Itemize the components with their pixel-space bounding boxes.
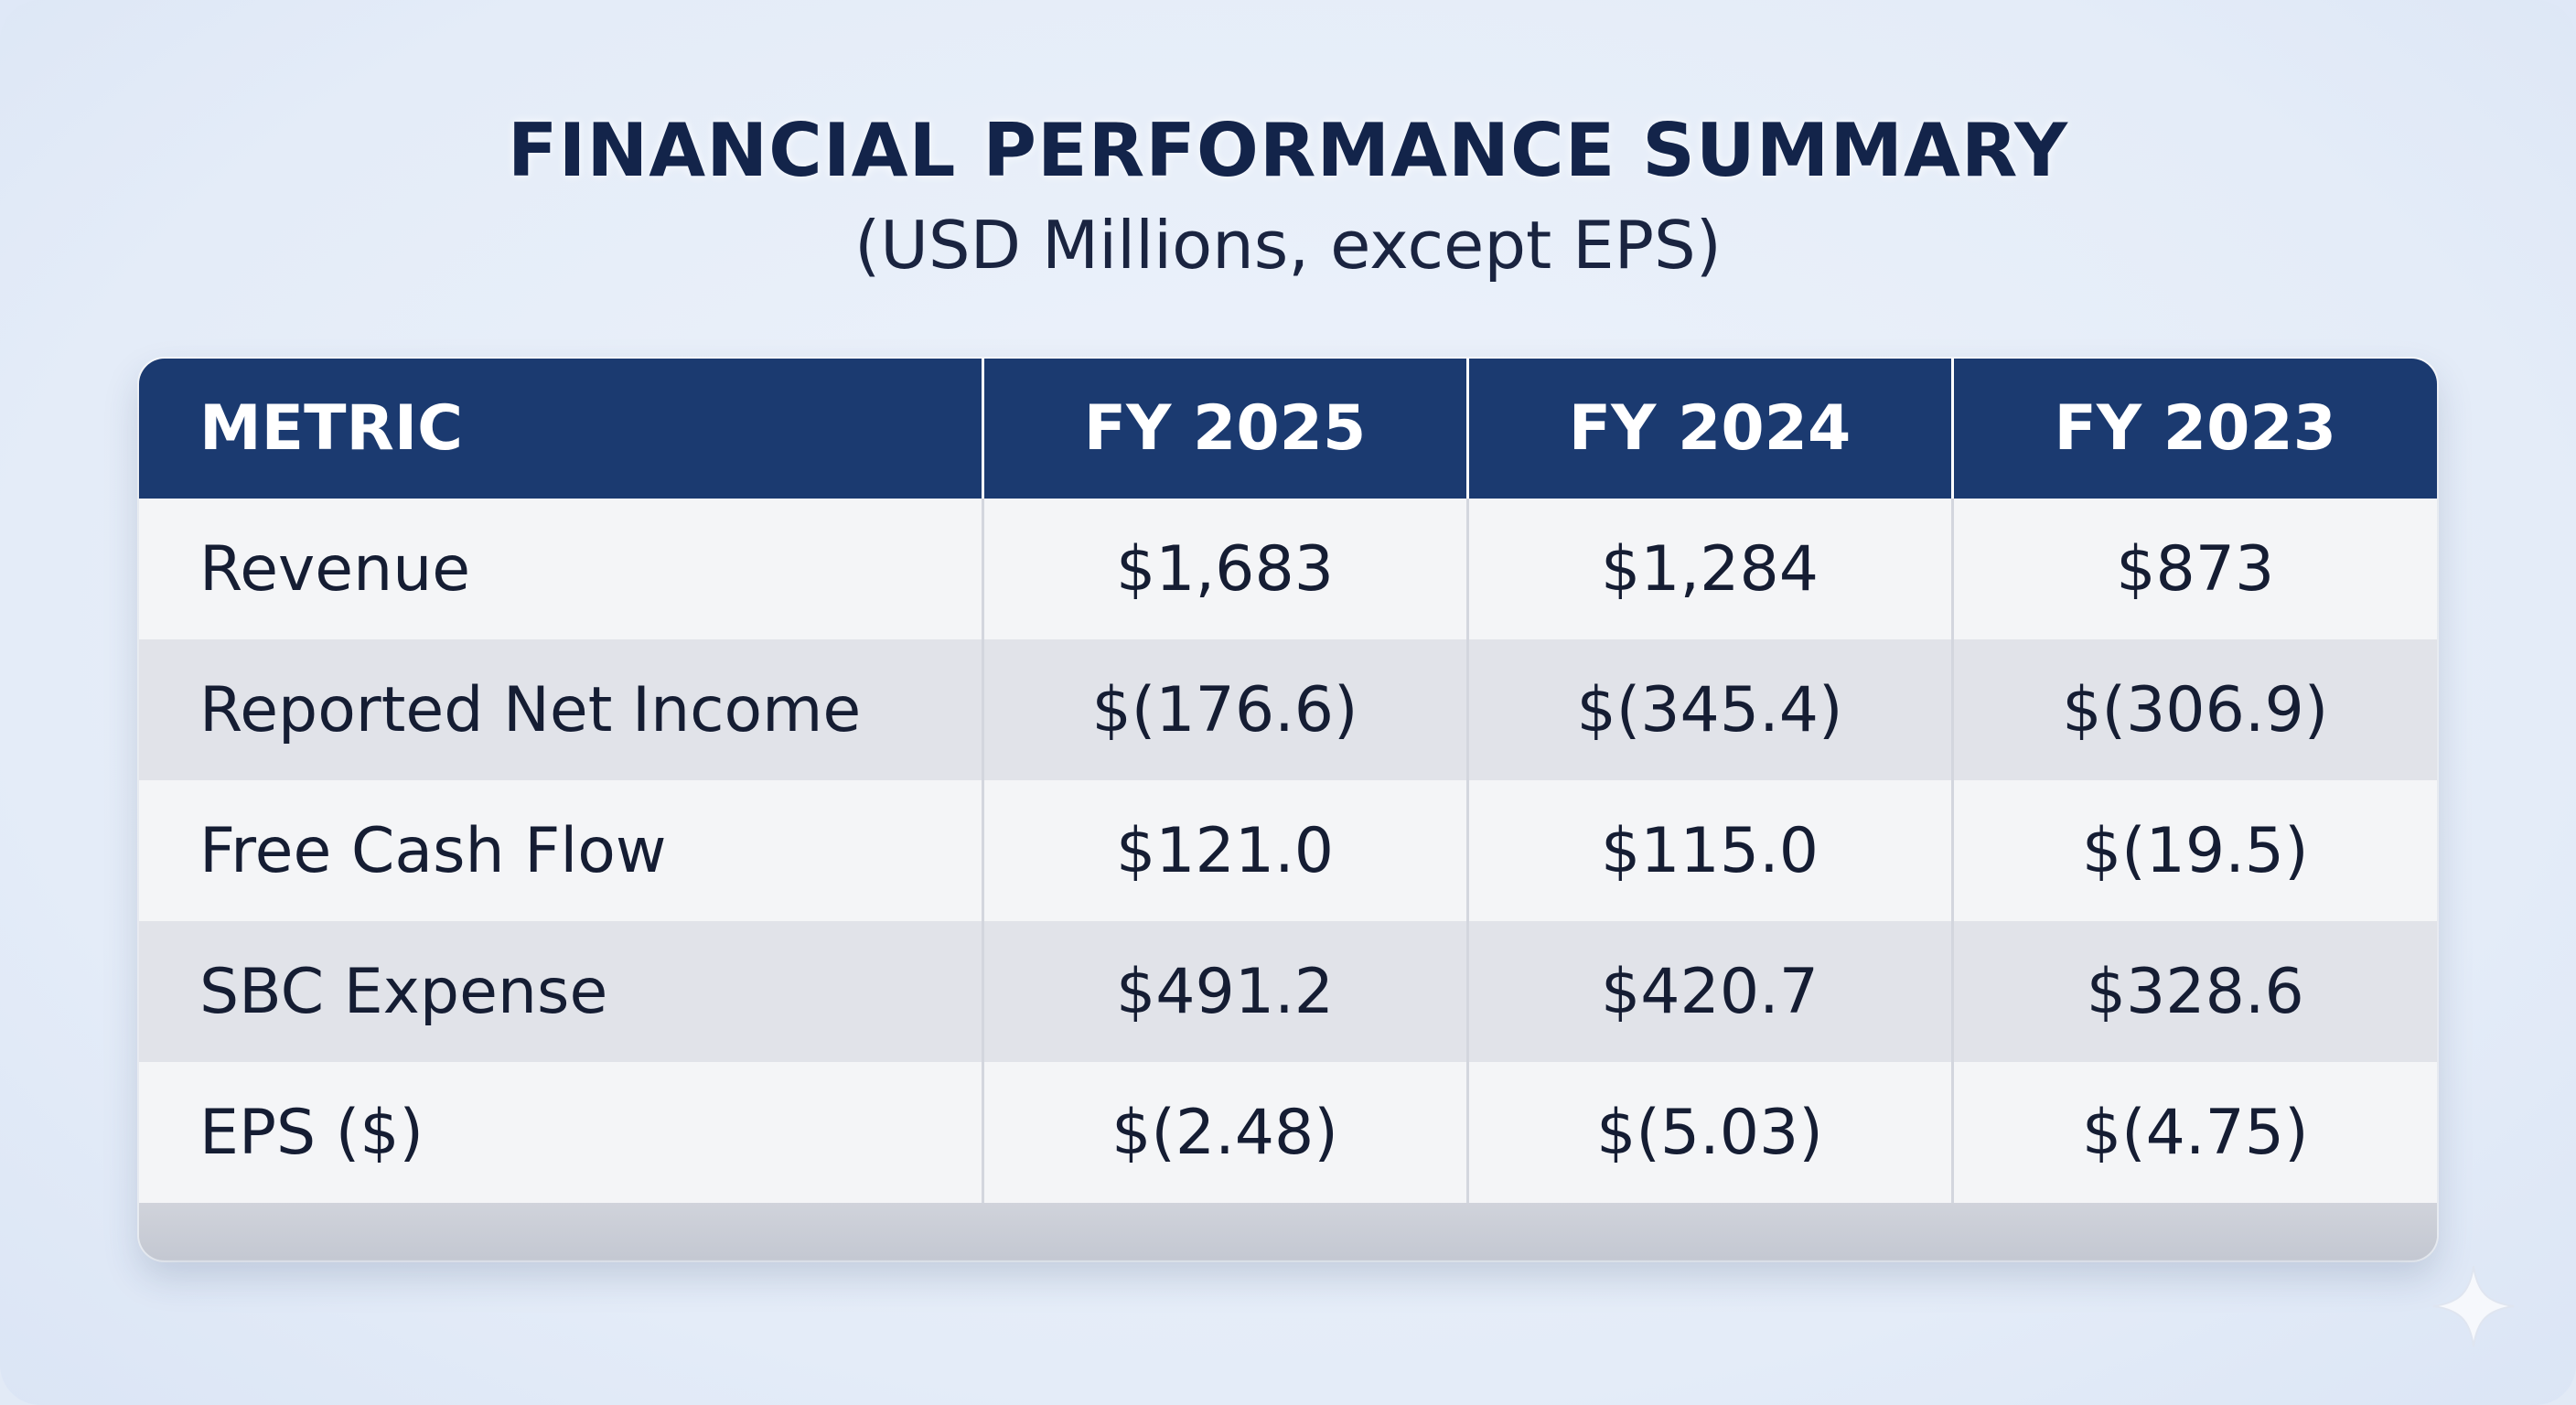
row-label: EPS ($) [199,1096,424,1169]
table-row: Reported Net Income $(176.6) $(345.4) $(… [139,639,2437,780]
table-row: SBC Expense $491.2 $420.7 $328.6 [139,921,2437,1062]
row-label: Free Cash Flow [199,814,667,887]
column-header-metric: METRIC [199,392,464,465]
row-label: Reported Net Income [199,673,862,746]
table-cell: $121.0 [981,780,1467,921]
column-header-fy2023: FY 2023 [1950,359,2437,499]
chart-subtitle: (USD Millions, except EPS) [854,207,1722,284]
row-label: Revenue [199,532,471,606]
financial-table: METRIC FY 2025 FY 2024 FY 2023 Revenue $… [139,359,2437,1203]
table-cell: $420.7 [1465,921,1952,1062]
table-cell: $115.0 [1465,780,1952,921]
table-footer-bar [139,1203,2437,1260]
table-cell: $(176.6) [981,639,1467,780]
table-cell: $491.2 [981,921,1467,1062]
row-label: SBC Expense [199,955,608,1028]
column-header-fy2025: FY 2025 [981,359,1467,499]
chart-title: FINANCIAL PERFORMANCE SUMMARY [507,108,2069,193]
table-cell: $1,683 [981,499,1467,639]
table-cell: $(19.5) [1950,780,2437,921]
table-row: Free Cash Flow $121.0 $115.0 $(19.5) [139,780,2437,921]
table-cell: $1,284 [1465,499,1952,639]
column-header-fy2024: FY 2024 [1465,359,1952,499]
table-card: METRIC FY 2025 FY 2024 FY 2023 Revenue $… [139,359,2437,1260]
table-cell: $(345.4) [1465,639,1952,780]
table-header-row: METRIC FY 2025 FY 2024 FY 2023 [139,359,2437,499]
table-cell: $328.6 [1950,921,2437,1062]
sparkle-icon [2432,1265,2515,1347]
table-cell: $(5.03) [1465,1062,1952,1203]
table-cell: $(2.48) [981,1062,1467,1203]
table-cell: $(306.9) [1950,639,2437,780]
table-row: EPS ($) $(2.48) $(5.03) $(4.75) [139,1062,2437,1203]
table-cell: $873 [1950,499,2437,639]
table-row: Revenue $1,683 $1,284 $873 [139,499,2437,639]
table-cell: $(4.75) [1950,1062,2437,1203]
